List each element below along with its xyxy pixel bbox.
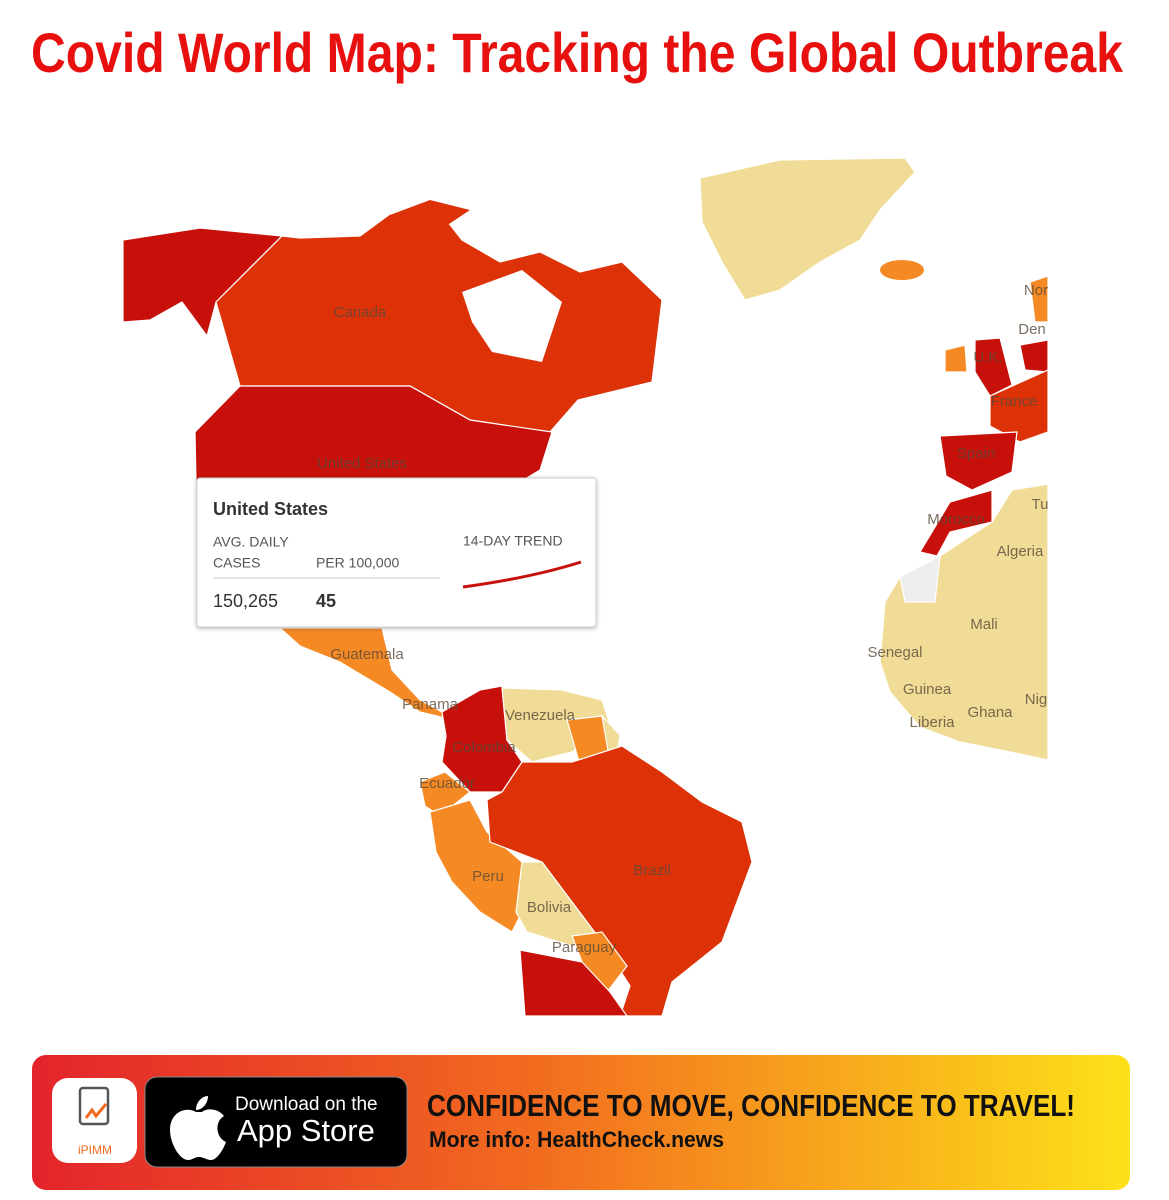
greenland bbox=[699, 157, 916, 301]
denmark bbox=[1019, 339, 1048, 373]
tooltip-value: 150,265 bbox=[213, 591, 278, 611]
country-label: France bbox=[991, 393, 1038, 410]
country-label: Canada bbox=[334, 304, 387, 321]
country-label: Brazil bbox=[633, 862, 671, 879]
country-label: Liberia bbox=[909, 714, 955, 731]
france bbox=[989, 369, 1048, 443]
spain bbox=[939, 431, 1018, 491]
country-label: Ghana bbox=[967, 704, 1013, 721]
country-label: Venezuela bbox=[505, 707, 576, 724]
country-label: Senegal bbox=[867, 644, 922, 661]
tooltip-trend-label: 14-DAY TREND bbox=[463, 533, 563, 549]
tooltip: United States AVG. DAILY CASES PER 100,0… bbox=[196, 477, 597, 628]
tooltip-column-label: CASES bbox=[213, 555, 260, 571]
tooltip-column-label: AVG. DAILY bbox=[213, 534, 289, 550]
icon-heart-line bbox=[84, 1103, 108, 1119]
ireland bbox=[944, 344, 968, 373]
page-title: Covid World Map: Tracking the Global Out… bbox=[31, 21, 1124, 84]
country-label: United States bbox=[317, 455, 407, 472]
country-label: Nig bbox=[1025, 691, 1048, 708]
country-label: Algeria bbox=[997, 543, 1044, 560]
united-states bbox=[194, 385, 553, 483]
country-label: Tu bbox=[1032, 496, 1049, 513]
country-label: Colombia bbox=[452, 739, 516, 756]
country-label: Guinea bbox=[903, 681, 952, 698]
country-label: Spain bbox=[957, 445, 995, 462]
country-label: Mali bbox=[970, 616, 998, 633]
arctic-islands bbox=[390, 200, 470, 230]
store-line1: Download on the bbox=[235, 1094, 378, 1115]
hudson-bay bbox=[462, 270, 562, 362]
country-label: Guatemala bbox=[330, 646, 404, 663]
uk bbox=[974, 337, 1013, 397]
country-label: Nor bbox=[1024, 282, 1048, 299]
argentina bbox=[519, 949, 628, 1016]
alaska bbox=[123, 227, 284, 338]
trend-line bbox=[462, 560, 582, 589]
country-label: Den bbox=[1018, 321, 1046, 338]
country-label: Paraguay bbox=[552, 939, 617, 956]
africa bbox=[879, 483, 1048, 761]
paraguay bbox=[571, 931, 628, 993]
banner-headline: CONFIDENCE TO MOVE, CONFIDENCE TO TRAVEL… bbox=[427, 1088, 1075, 1123]
western-sahara bbox=[899, 554, 941, 603]
country-label: Panama bbox=[402, 696, 459, 713]
country-label: Ecuador bbox=[419, 775, 475, 792]
map: Canada United States Guatemala Panama Ve… bbox=[123, 157, 1049, 1016]
tooltip-box bbox=[196, 477, 597, 628]
country-label: Peru bbox=[472, 868, 504, 885]
banner-link[interactable]: More info: HealthCheck.news bbox=[429, 1127, 724, 1152]
morocco bbox=[919, 489, 993, 557]
norway bbox=[1029, 275, 1048, 323]
iceland bbox=[880, 260, 924, 280]
banner: iPIMM Download on the App Store CONFIDEN… bbox=[32, 1055, 1130, 1190]
store-line2: App Store bbox=[237, 1113, 375, 1148]
country-label: Morocco bbox=[927, 511, 985, 528]
app-name: iPIMM bbox=[78, 1143, 112, 1157]
country-label: U.K. bbox=[973, 349, 1002, 366]
tooltip-value: 45 bbox=[316, 591, 336, 611]
tooltip-column-label: PER 100,000 bbox=[316, 555, 399, 571]
country-label: Bolivia bbox=[527, 899, 572, 916]
tooltip-country: United States bbox=[213, 499, 328, 519]
app-icon[interactable] bbox=[52, 1078, 137, 1163]
icon-clipboard bbox=[78, 1086, 110, 1126]
apple-logo bbox=[170, 1096, 226, 1160]
